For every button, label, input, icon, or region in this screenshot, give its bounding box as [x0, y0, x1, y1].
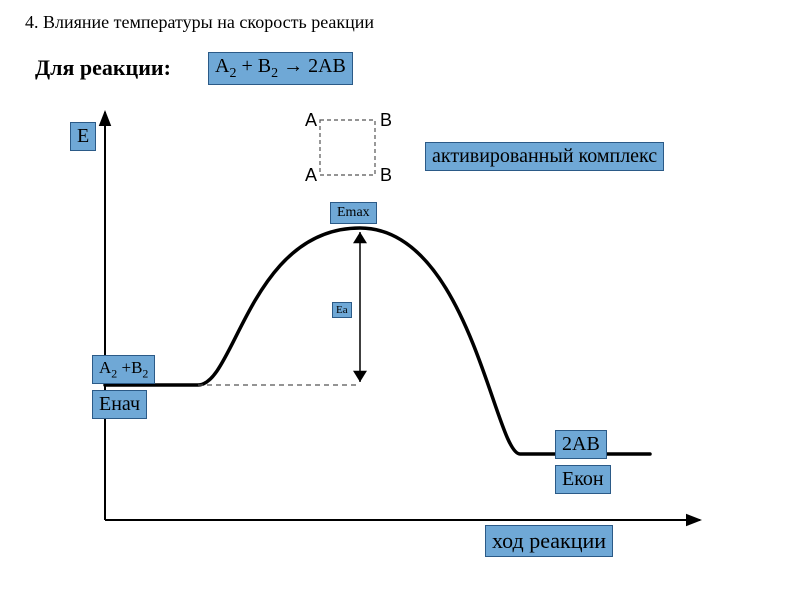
- square-b-top: B: [380, 110, 392, 131]
- chart-svg: [0, 0, 800, 600]
- square-a-bot: A: [305, 165, 317, 186]
- diagram-page: { "title": "4. Влияние температуры на ск…: [0, 0, 800, 600]
- emax-label: Emax: [330, 202, 377, 224]
- ea-label: Ea: [332, 302, 352, 318]
- e-final-label: Екон: [555, 465, 611, 494]
- square-b-bot: B: [380, 165, 392, 186]
- square-a-top: A: [305, 110, 317, 131]
- equation-box: A2 + B2 → 2AB: [208, 52, 353, 85]
- e-initial-label: Енач: [92, 390, 147, 419]
- page-subtitle: Для реакции:: [35, 55, 171, 81]
- y-axis-label: E: [70, 122, 96, 151]
- reactants-label: A2 +B2: [92, 355, 155, 384]
- activated-complex-label: активированный комплекс: [425, 142, 664, 171]
- page-title: 4. Влияние температуры на скорость реакц…: [25, 12, 374, 33]
- products-label: 2AB: [555, 430, 607, 459]
- x-axis-label: ход реакции: [485, 525, 613, 557]
